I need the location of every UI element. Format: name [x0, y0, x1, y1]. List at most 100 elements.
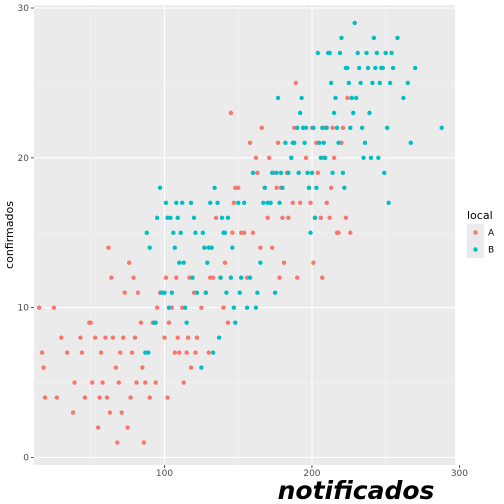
data-point-a [231, 200, 237, 205]
data-point-a [153, 380, 158, 385]
data-point-a [107, 410, 113, 415]
data-point-a [259, 125, 265, 131]
data-point-a [340, 125, 346, 131]
data-point-b [228, 275, 234, 280]
data-point-a [70, 410, 76, 415]
data-point-a [54, 395, 60, 400]
data-point-b [354, 95, 359, 101]
data-point-a [41, 365, 46, 370]
data-point-b [205, 260, 210, 265]
data-point-b [283, 140, 288, 146]
data-point-b [194, 290, 200, 295]
data-point-b [269, 170, 275, 176]
data-point-b [331, 110, 337, 116]
data-point-b [154, 215, 160, 220]
data-point-b [346, 80, 352, 86]
data-point-a [327, 215, 332, 220]
data-point-b [311, 125, 316, 131]
data-point-b [330, 170, 335, 176]
data-point-b [380, 65, 385, 71]
data-point-b [333, 95, 338, 101]
data-point-a [78, 335, 83, 340]
data-point-b [374, 50, 380, 56]
data-point-a [42, 395, 48, 400]
data-point-a [330, 125, 335, 131]
data-point-b [247, 275, 253, 280]
data-point-b [215, 200, 220, 205]
data-point-a [324, 200, 329, 205]
data-point-b [241, 200, 247, 205]
data-point-a [134, 380, 139, 385]
data-point-a [236, 185, 241, 191]
data-point-b [277, 200, 282, 205]
data-point-a [281, 260, 287, 265]
data-point-a [121, 335, 126, 340]
data-point-a [92, 335, 98, 340]
data-point-a [104, 395, 110, 400]
data-point-a [293, 80, 298, 86]
data-point-a [206, 350, 211, 355]
data-point-a [122, 290, 127, 295]
data-point-b [190, 275, 195, 280]
data-point-b [255, 290, 260, 295]
data-point-a [221, 305, 226, 310]
data-point-b [323, 155, 328, 161]
data-point-a [308, 200, 313, 205]
data-point-b [295, 125, 300, 131]
data-point-b [280, 185, 285, 191]
data-point-a [297, 200, 303, 205]
data-point-a [51, 305, 57, 310]
data-point-a [247, 140, 253, 146]
data-point-b [225, 215, 231, 220]
data-point-b [230, 245, 235, 250]
data-point-a [72, 380, 77, 385]
data-point-a [255, 170, 260, 176]
data-point-a [295, 275, 300, 280]
data-point-a [131, 275, 136, 280]
legend-key-b [473, 247, 478, 252]
y-tick-label: 10 [18, 304, 30, 314]
data-point-b [202, 245, 207, 250]
data-point-a [265, 215, 270, 220]
data-point-b [327, 50, 332, 56]
data-point-a [266, 155, 272, 161]
y-axis-ticks: 0 10 20 30 [18, 4, 34, 464]
data-point-b [368, 155, 374, 161]
data-point-b [352, 20, 357, 26]
data-point-a [132, 335, 138, 340]
data-point-b [408, 140, 413, 146]
legend-title: local [467, 209, 493, 222]
data-point-a [141, 440, 147, 445]
data-point-a [225, 320, 231, 325]
data-point-b [308, 230, 313, 235]
data-point-b [320, 125, 325, 131]
data-point-b [361, 155, 366, 161]
data-point-a [79, 350, 85, 355]
data-point-b [321, 140, 326, 146]
data-point-b [250, 170, 256, 176]
data-point-b [253, 305, 259, 310]
x-tick-label: 300 [451, 469, 468, 479]
data-point-b [334, 125, 340, 131]
legend-label-b: B [488, 246, 494, 256]
data-point-b [309, 170, 315, 176]
data-point-b [373, 65, 378, 71]
data-point-b [371, 35, 377, 41]
data-point-b [339, 35, 344, 41]
data-point-a [280, 215, 285, 220]
data-point-a [345, 95, 350, 101]
data-point-a [36, 305, 42, 310]
data-point-a [286, 215, 291, 220]
data-point-a [172, 350, 178, 355]
data-point-a [199, 305, 204, 310]
x-tick-label: 200 [303, 469, 320, 479]
data-point-a [193, 350, 198, 355]
data-point-b [218, 275, 223, 280]
data-point-a [59, 335, 64, 340]
data-point-b [401, 95, 406, 101]
data-point-b [177, 260, 182, 265]
data-point-b [395, 35, 400, 41]
data-point-b [258, 260, 263, 265]
data-point-b [146, 350, 151, 355]
data-point-b [188, 200, 194, 205]
